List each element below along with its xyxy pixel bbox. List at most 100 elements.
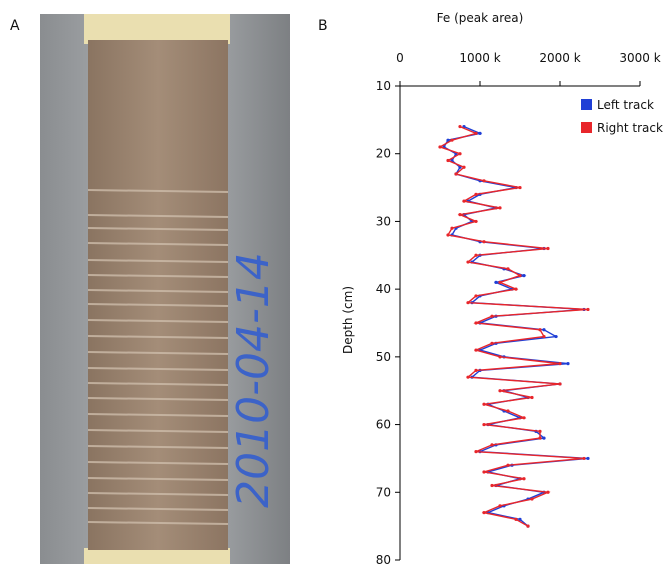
x-tick-label: 3000 k [619, 51, 660, 65]
data-point [566, 362, 570, 366]
core-layer [87, 259, 229, 263]
data-point [538, 436, 542, 440]
y-tick-label: 70 [376, 485, 391, 499]
core-layer [87, 492, 229, 496]
data-point [490, 483, 494, 488]
data-point [506, 409, 510, 413]
data-point [586, 307, 590, 312]
data-line [438, 125, 589, 527]
data-point [450, 226, 454, 230]
core-layer [87, 477, 229, 481]
data-point [518, 185, 522, 190]
data-point [474, 192, 478, 196]
data-point [498, 280, 502, 284]
data-point [582, 456, 586, 461]
y-tick-label: 30 [376, 214, 391, 228]
core-layer [87, 189, 229, 193]
data-point [546, 246, 550, 251]
data-point [474, 368, 478, 372]
data-point [530, 395, 534, 400]
data-point [474, 294, 478, 298]
data-point [498, 504, 502, 508]
data-point [490, 341, 494, 345]
core-layer [87, 521, 229, 525]
data-point [498, 355, 502, 359]
core-layer [87, 507, 229, 511]
data-point [514, 517, 518, 521]
data-point [546, 490, 550, 494]
data-point [474, 450, 478, 454]
core-layer [87, 445, 229, 449]
data-point [482, 240, 486, 244]
core-layer [87, 461, 229, 465]
data-point [466, 260, 470, 264]
data-point [458, 152, 462, 156]
core-layer [87, 397, 229, 401]
data-point [462, 199, 466, 203]
data-point [542, 334, 546, 339]
data-point [542, 436, 546, 440]
core-layer [87, 242, 229, 246]
y-axis-label: Depth (cm) [341, 286, 355, 354]
data-point [518, 517, 522, 521]
data-point [530, 497, 534, 501]
data-point [466, 301, 470, 305]
data-point [482, 470, 486, 474]
core-layer [87, 227, 229, 231]
data-point [526, 524, 530, 528]
data-point [490, 314, 494, 318]
y-tick-label: 20 [376, 147, 391, 161]
x-tick-label: 2000 k [539, 51, 580, 65]
data-point [462, 165, 466, 169]
core-layer [87, 319, 229, 323]
data-point [458, 213, 462, 217]
y-tick-label: 50 [376, 350, 391, 364]
data-point [538, 328, 542, 332]
data-point [446, 138, 450, 142]
data-point [458, 125, 462, 129]
core-layer [87, 214, 229, 218]
x-tick-label: 1000 k [459, 51, 500, 65]
data-point [522, 477, 526, 481]
data-point [498, 206, 502, 210]
data-point [438, 145, 442, 149]
data-point [450, 138, 454, 142]
data-point [558, 382, 562, 386]
data-point [518, 274, 522, 278]
legend-swatch [581, 99, 592, 110]
core-layer [87, 335, 229, 339]
data-point [482, 422, 486, 427]
legend-label: Right track [597, 121, 663, 135]
data-point [538, 429, 542, 433]
core-layer [87, 274, 229, 278]
core-layer [87, 413, 229, 417]
x-axis-label: Fe (peak area) [437, 11, 524, 25]
panel-label: A [10, 18, 20, 34]
y-tick-label: 60 [376, 418, 391, 432]
photo-label: 2010-04-14 [228, 252, 279, 508]
y-tick-label: 80 [376, 553, 391, 564]
core-photo: 2010-04-14 [40, 14, 290, 564]
data-point [542, 328, 546, 332]
data-point [506, 267, 510, 271]
data-point [482, 510, 486, 515]
data-point [466, 375, 470, 379]
panel-label: B [318, 18, 328, 34]
core-layer [87, 429, 229, 433]
data-point [554, 334, 558, 339]
data-point [474, 131, 478, 135]
core-layer [87, 303, 229, 307]
legend-label: Left track [597, 98, 654, 112]
data-point [478, 131, 482, 135]
data-point [498, 389, 502, 393]
y-tick-label: 10 [376, 79, 391, 93]
core-layer [87, 351, 229, 355]
data-point [586, 456, 590, 461]
data-point [522, 274, 526, 278]
data-point [474, 219, 478, 224]
legend-swatch [581, 122, 592, 133]
data-point [514, 287, 518, 291]
data-point [474, 321, 478, 325]
data-point [490, 443, 494, 447]
